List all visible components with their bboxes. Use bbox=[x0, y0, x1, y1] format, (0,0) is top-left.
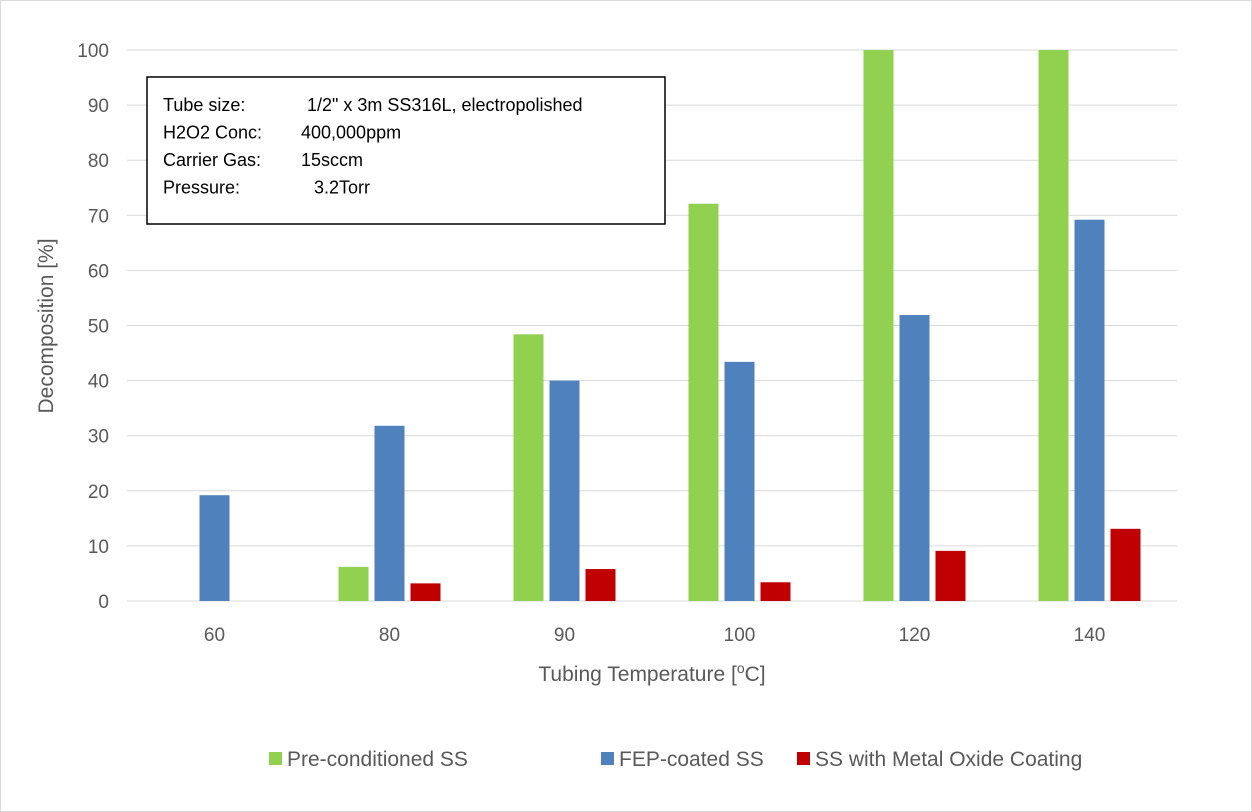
legend-item: Pre-conditioned SS bbox=[269, 748, 468, 771]
legend-label: Pre-conditioned SS bbox=[287, 748, 468, 771]
y-tick-label: 80 bbox=[88, 151, 109, 172]
conditions-annotation-box: Tube size: 1/2" x 3m SS316L, electropolis… bbox=[146, 76, 666, 225]
bar-fep-coated-ss-140 bbox=[1074, 219, 1105, 601]
annotation-key: Carrier Gas: bbox=[163, 150, 261, 170]
y-tick-label: 50 bbox=[88, 317, 109, 338]
y-tick-label: 40 bbox=[88, 372, 109, 393]
annotation-value: 400,000ppm bbox=[301, 123, 401, 143]
legend-item: FEP-coated SS bbox=[601, 748, 764, 771]
bar-ss-with-metal-oxide-coating-100 bbox=[760, 582, 791, 601]
legend-label: FEP-coated SS bbox=[619, 748, 764, 771]
bar-pre-conditioned-ss-100 bbox=[688, 203, 719, 601]
y-tick-label: 10 bbox=[88, 537, 109, 558]
legend-swatch bbox=[269, 752, 282, 765]
x-axis-title-superscript: o bbox=[737, 660, 745, 676]
bar-pre-conditioned-ss-140 bbox=[1038, 50, 1069, 601]
bar-pre-conditioned-ss-120 bbox=[863, 50, 894, 601]
x-tick-labels: 60 80 90 100 120 140 bbox=[204, 625, 1105, 646]
bar-fep-coated-ss-120 bbox=[899, 315, 930, 601]
y-tick-label: 90 bbox=[88, 96, 109, 117]
bar-fep-coated-ss-100 bbox=[724, 361, 755, 601]
legend-item: SS with Metal Oxide Coating bbox=[797, 748, 1082, 771]
x-tick-label: 90 bbox=[554, 625, 575, 646]
bar-ss-with-metal-oxide-coating-90 bbox=[585, 569, 616, 601]
y-tick-label: 100 bbox=[77, 41, 109, 62]
bar-ss-with-metal-oxide-coating-120 bbox=[935, 550, 966, 601]
y-tick-label: 70 bbox=[88, 206, 109, 227]
bar-ss-with-metal-oxide-coating-80 bbox=[410, 583, 441, 601]
annotation-key: Tube size: bbox=[163, 95, 245, 115]
x-axis-title-main: Tubing Temperature [ bbox=[538, 663, 737, 686]
x-tick-label: 80 bbox=[379, 625, 400, 646]
bar-ss-with-metal-oxide-coating-140 bbox=[1110, 528, 1141, 601]
annotation-lines: Tube size: 1/2" x 3m SS316L, electropolis… bbox=[163, 95, 583, 198]
bar-fep-coated-ss-60 bbox=[199, 495, 230, 601]
y-tick-labels: 0 10 20 30 40 50 60 70 80 90 100 bbox=[77, 41, 109, 613]
y-axis-title: Decomposition [%] bbox=[35, 238, 58, 413]
legend-swatch bbox=[797, 752, 810, 765]
x-tick-label: 120 bbox=[899, 625, 931, 646]
annotation-value: 3.2Torr bbox=[314, 178, 370, 198]
bars bbox=[199, 50, 1141, 601]
bar-pre-conditioned-ss-80 bbox=[338, 566, 369, 601]
bar-fep-coated-ss-80 bbox=[374, 425, 405, 601]
x-axis-title: Tubing Temperature [oC] bbox=[538, 660, 765, 686]
x-tick-label: 140 bbox=[1074, 625, 1106, 646]
annotation-value: 15sccm bbox=[301, 150, 363, 170]
y-tick-label: 20 bbox=[88, 482, 109, 503]
legend-label: SS with Metal Oxide Coating bbox=[815, 748, 1082, 771]
y-tick-label: 0 bbox=[98, 592, 109, 613]
bar-fep-coated-ss-90 bbox=[549, 380, 580, 601]
y-tick-label: 60 bbox=[88, 261, 109, 282]
y-tick-label: 30 bbox=[88, 427, 109, 448]
x-axis-title-tail: C] bbox=[745, 663, 766, 686]
legend: Pre-conditioned SS FEP-coated SS SS with M… bbox=[269, 748, 1082, 771]
annotation-value: 1/2" x 3m SS316L, electropolished bbox=[307, 95, 583, 115]
x-tick-label: 60 bbox=[204, 625, 225, 646]
legend-swatch bbox=[601, 752, 614, 765]
x-tick-label: 100 bbox=[724, 625, 756, 646]
bar-pre-conditioned-ss-90 bbox=[513, 334, 544, 601]
annotation-key: Pressure: bbox=[163, 178, 240, 198]
annotation-border bbox=[146, 76, 666, 225]
annotation-key: H2O2 Conc: bbox=[163, 123, 262, 143]
